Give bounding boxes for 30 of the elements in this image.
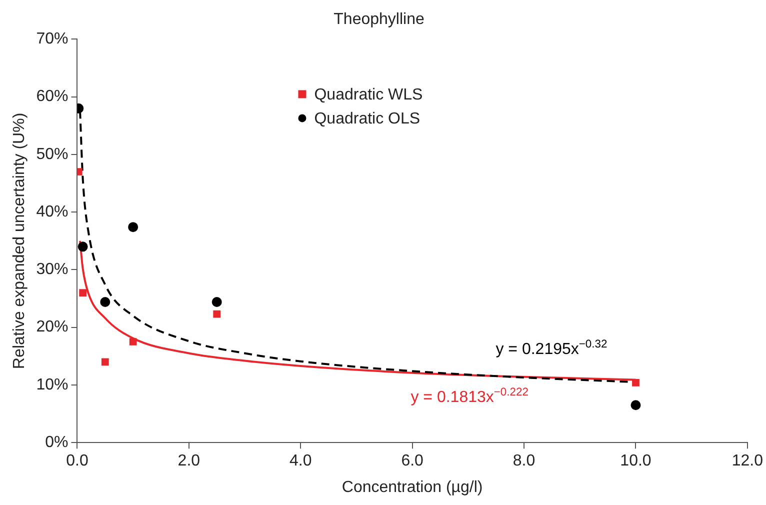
x-tick-label: 4.0 [290, 452, 312, 470]
x-tick-label: 0.0 [66, 452, 88, 470]
chart-title: Theophylline [334, 11, 424, 28]
point [630, 400, 641, 410]
x-tick-label: 12.0 [732, 452, 764, 470]
point [212, 296, 222, 307]
point [101, 358, 109, 366]
y-tick-label: 40% [36, 203, 68, 220]
legend-label: Quadratic OLS [314, 110, 420, 128]
x-tick-label: 6.0 [401, 452, 424, 470]
point [632, 378, 640, 386]
point [213, 310, 221, 318]
x-tick-label: 8.0 [512, 452, 536, 470]
legend-label: Quadratic WLS [314, 86, 423, 104]
x-tick-label: 10.0 [620, 452, 652, 470]
point [100, 296, 110, 307]
y-axis-title: Relative expanded uncertainty (U%) [11, 112, 28, 369]
point [79, 289, 86, 296]
x-tick-label: 2.0 [178, 452, 200, 470]
point [78, 242, 88, 252]
x-axis-title: Concentration (µg/l) [342, 478, 483, 496]
y-tick-label: 20% [36, 318, 68, 336]
y-tick-label: 50% [36, 146, 68, 163]
point [129, 338, 137, 346]
y-tick-label: 70% [36, 30, 68, 48]
y-tick-label: 0% [45, 434, 68, 452]
y-tick-label: 30% [36, 261, 68, 278]
y-tick-label: 60% [36, 88, 68, 106]
point [128, 222, 138, 232]
y-tick-label: 10% [36, 376, 68, 394]
